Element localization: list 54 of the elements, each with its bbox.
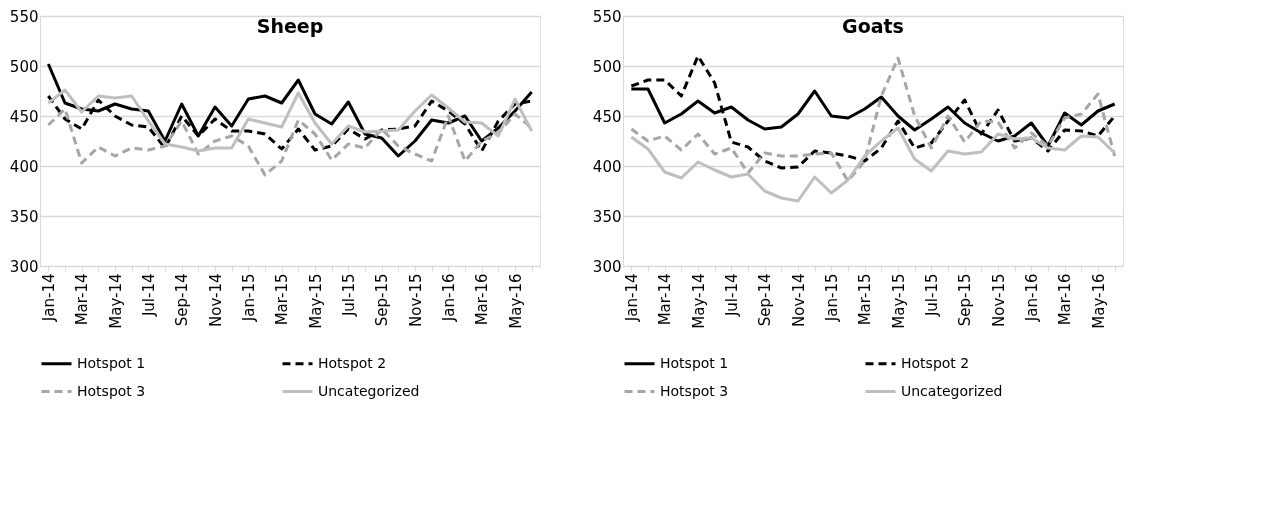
x-tick-label: Jan-14 (622, 273, 641, 323)
x-tick-label: Mar-14 (73, 273, 92, 326)
x-tick-label: Jul-15 (339, 273, 358, 318)
y-tick-label: 400 (9, 157, 39, 176)
y-tick-label: 300 (9, 257, 39, 276)
x-tick-label: May-14 (106, 273, 125, 329)
y-tick-label: 450 (592, 107, 622, 126)
y-tick-label: 500 (9, 57, 39, 76)
x-tick-label: Mar-14 (656, 273, 675, 326)
x-tick-label: Jul-14 (722, 273, 741, 318)
legend-label: Hotspot 1 (77, 354, 146, 371)
legend-label: Uncategorized (901, 382, 1003, 399)
x-tick-label: Jan-15 (822, 273, 841, 323)
x-tick-label: Sep-15 (373, 273, 392, 327)
x-tick-label: May-16 (1089, 273, 1108, 329)
x-tick-label: Sep-15 (956, 273, 975, 327)
y-tick-label: 350 (9, 207, 39, 226)
legend-label: Hotspot 2 (901, 354, 970, 371)
x-tick-label: Jan-15 (239, 273, 258, 323)
x-tick-label: Jan-14 (39, 273, 58, 323)
x-tick-label: Nov-14 (789, 273, 808, 327)
y-tick-label: 450 (9, 107, 39, 126)
y-tick-label: 300 (592, 257, 622, 276)
x-tick-label: Mar-16 (473, 273, 492, 326)
legend-label: Hotspot 2 (318, 354, 387, 371)
line-series (629, 126, 1117, 203)
y-tick-label: 350 (592, 207, 622, 226)
x-tick-label: Jul-15 (922, 273, 941, 318)
chart-title: Sheep (256, 15, 324, 37)
x-tick-label: Sep-14 (173, 273, 192, 327)
legend-label: Uncategorized (318, 382, 420, 399)
x-tick-label: May-15 (889, 273, 908, 329)
y-tick-label: 500 (592, 57, 622, 76)
line-series (46, 62, 534, 158)
x-tick-label: May-16 (506, 273, 525, 329)
chart-title: Goats (842, 15, 904, 37)
y-tick-label: 550 (9, 7, 39, 26)
x-tick-label: Nov-14 (206, 273, 225, 327)
y-tick-label: 400 (592, 157, 622, 176)
x-tick-label: Jan-16 (439, 273, 458, 323)
x-tick-label: Nov-15 (406, 273, 425, 327)
x-tick-label: Jan-16 (1022, 273, 1041, 323)
x-tick-label: Mar-16 (1056, 273, 1075, 326)
y-tick-label: 550 (592, 7, 622, 26)
x-tick-label: May-14 (689, 273, 708, 329)
x-tick-label: Sep-14 (756, 273, 775, 327)
x-tick-label: Jul-14 (139, 273, 158, 318)
x-tick-label: Mar-15 (856, 273, 875, 326)
legend-label: Hotspot 3 (77, 382, 146, 399)
x-tick-label: Nov-15 (989, 273, 1008, 327)
x-tick-label: May-15 (306, 273, 325, 329)
legend-label: Hotspot 1 (660, 354, 729, 371)
legend-label: Hotspot 3 (660, 382, 729, 399)
x-tick-label: Mar-15 (273, 273, 292, 326)
